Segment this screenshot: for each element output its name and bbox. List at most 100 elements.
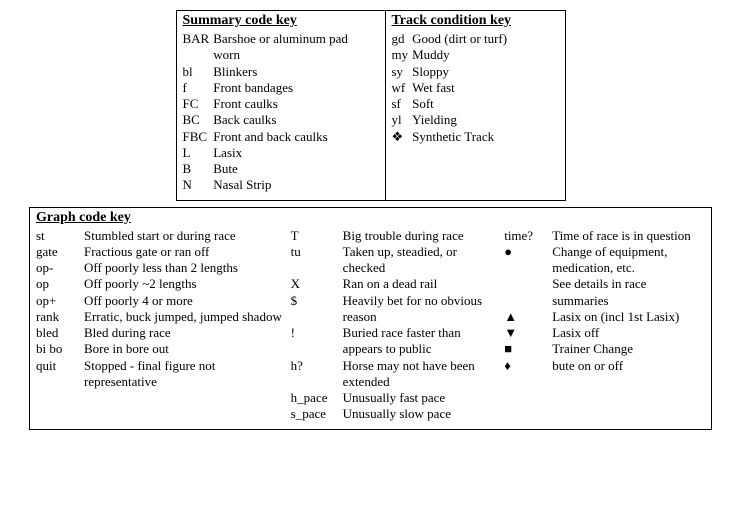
track-table: gdGood (dirt or turf) myMuddy sySloppy w… — [392, 31, 512, 145]
table-row: BARBarshoe or aluminum pad worn — [183, 31, 379, 64]
desc-cell: Big trouble during race — [343, 228, 505, 244]
graph-table-3: time?Time of race is in question ●Change… — [504, 228, 705, 374]
table-row: bledBled during race — [36, 325, 291, 341]
code-cell: op — [36, 276, 84, 292]
table-row: time?Time of race is in question — [504, 228, 705, 244]
table-row: !Buried race faster than appears to publ… — [291, 325, 505, 358]
code-cell: yl — [392, 112, 413, 128]
code-cell: op- — [36, 260, 84, 276]
table-row: op+Off poorly 4 or more — [36, 293, 291, 309]
code-cell: gd — [392, 31, 413, 47]
graph-code-key-box: Graph code key stStumbled start or durin… — [29, 207, 712, 430]
code-cell: wf — [392, 80, 413, 96]
code-cell: FC — [183, 96, 214, 112]
graph-title: Graph code key — [36, 210, 705, 226]
summary-table: BARBarshoe or aluminum pad worn blBlinke… — [183, 31, 379, 194]
code-cell — [504, 276, 552, 309]
desc-cell: Back caulks — [213, 112, 378, 128]
code-cell: L — [183, 145, 214, 161]
desc-cell: Change of equipment, medication, etc. — [552, 244, 705, 277]
desc-cell: Soft — [412, 96, 511, 112]
table-row: $Heavily bet for no obvious reason — [291, 293, 505, 326]
desc-cell: Blinkers — [213, 64, 378, 80]
desc-cell: Synthetic Track — [412, 129, 511, 145]
table-row: op-Off poorly less than 2 lengths — [36, 260, 291, 276]
desc-cell: Off poorly less than 2 lengths — [84, 260, 291, 276]
triangle-up-icon: ▲ — [504, 309, 552, 325]
table-row: ■Trainer Change — [504, 341, 705, 357]
circle-icon: ● — [504, 244, 552, 277]
code-cell: quit — [36, 358, 84, 391]
code-cell: st — [36, 228, 84, 244]
desc-cell: Bled during race — [84, 325, 291, 341]
graph-col-1: stStumbled start or during race gateFrac… — [36, 228, 291, 423]
desc-cell: Time of race is in question — [552, 228, 705, 244]
desc-cell: Bore in bore out — [84, 341, 291, 357]
table-row: blBlinkers — [183, 64, 379, 80]
table-row: ❖Synthetic Track — [392, 129, 512, 145]
table-row: bi boBore in bore out — [36, 341, 291, 357]
table-row: h_paceUnusually fast pace — [291, 390, 505, 406]
table-row: fFront bandages — [183, 80, 379, 96]
desc-cell: Lasix on (incl 1st Lasix) — [552, 309, 705, 325]
code-cell: h? — [291, 358, 343, 391]
desc-cell: Front bandages — [213, 80, 378, 96]
desc-cell: Off poorly ~2 lengths — [84, 276, 291, 292]
table-row: wfWet fast — [392, 80, 512, 96]
graph-col-2: TBig trouble during race tuTaken up, ste… — [291, 228, 505, 423]
desc-cell: Front caulks — [213, 96, 378, 112]
desc-cell: Erratic, buck jumped, jumped shadow — [84, 309, 291, 325]
table-row: sfSoft — [392, 96, 512, 112]
desc-cell: Heavily bet for no obvious reason — [343, 293, 505, 326]
track-title: Track condition key — [392, 13, 559, 29]
table-row: ▲Lasix on (incl 1st Lasix) — [504, 309, 705, 325]
desc-cell: Yielding — [412, 112, 511, 128]
code-cell: FBC — [183, 129, 214, 145]
diamond-icon: ♦ — [504, 358, 552, 374]
summary-code-key-box: Summary code key BARBarshoe or aluminum … — [176, 10, 386, 201]
table-row: FBCFront and back caulks — [183, 129, 379, 145]
code-cell: $ — [291, 293, 343, 326]
desc-cell: Taken up, steadied, or checked — [343, 244, 505, 277]
desc-cell: Unusually fast pace — [343, 390, 505, 406]
desc-cell: Good (dirt or turf) — [412, 31, 511, 47]
desc-cell: Muddy — [412, 47, 511, 63]
desc-cell: Barshoe or aluminum pad worn — [213, 31, 378, 64]
desc-cell: Trainer Change — [552, 341, 705, 357]
table-row: gateFractious gate or ran off — [36, 244, 291, 260]
desc-cell: Nasal Strip — [213, 177, 378, 193]
table-row: rankErratic, buck jumped, jumped shadow — [36, 309, 291, 325]
square-icon: ■ — [504, 341, 552, 357]
desc-cell: Bute — [213, 161, 378, 177]
table-row: quitStopped - final figure not represent… — [36, 358, 291, 391]
table-row: h?Horse may not have been extended — [291, 358, 505, 391]
code-cell: s_pace — [291, 406, 343, 422]
table-row: s_paceUnusually slow pace — [291, 406, 505, 422]
triangle-down-icon: ▼ — [504, 325, 552, 341]
table-row: NNasal Strip — [183, 177, 379, 193]
code-cell: T — [291, 228, 343, 244]
table-row: stStumbled start or during race — [36, 228, 291, 244]
code-cell: X — [291, 276, 343, 292]
table-row: ▼Lasix off — [504, 325, 705, 341]
table-row: ylYielding — [392, 112, 512, 128]
track-condition-key-box: Track condition key gdGood (dirt or turf… — [386, 10, 566, 201]
table-row: ●Change of equipment, medication, etc. — [504, 244, 705, 277]
desc-cell: Lasix off — [552, 325, 705, 341]
code-cell: bl — [183, 64, 214, 80]
synthetic-track-icon: ❖ — [392, 129, 413, 145]
desc-cell: Stumbled start or during race — [84, 228, 291, 244]
table-row: LLasix — [183, 145, 379, 161]
code-cell: bled — [36, 325, 84, 341]
desc-cell: Unusually slow pace — [343, 406, 505, 422]
table-row: myMuddy — [392, 47, 512, 63]
code-cell: h_pace — [291, 390, 343, 406]
table-row: gdGood (dirt or turf) — [392, 31, 512, 47]
table-row: opOff poorly ~2 lengths — [36, 276, 291, 292]
desc-cell: bute on or off — [552, 358, 705, 374]
code-cell: time? — [504, 228, 552, 244]
desc-cell: Buried race faster than appears to publi… — [343, 325, 505, 358]
code-cell: BAR — [183, 31, 214, 64]
code-cell: N — [183, 177, 214, 193]
table-row: See details in race summaries — [504, 276, 705, 309]
